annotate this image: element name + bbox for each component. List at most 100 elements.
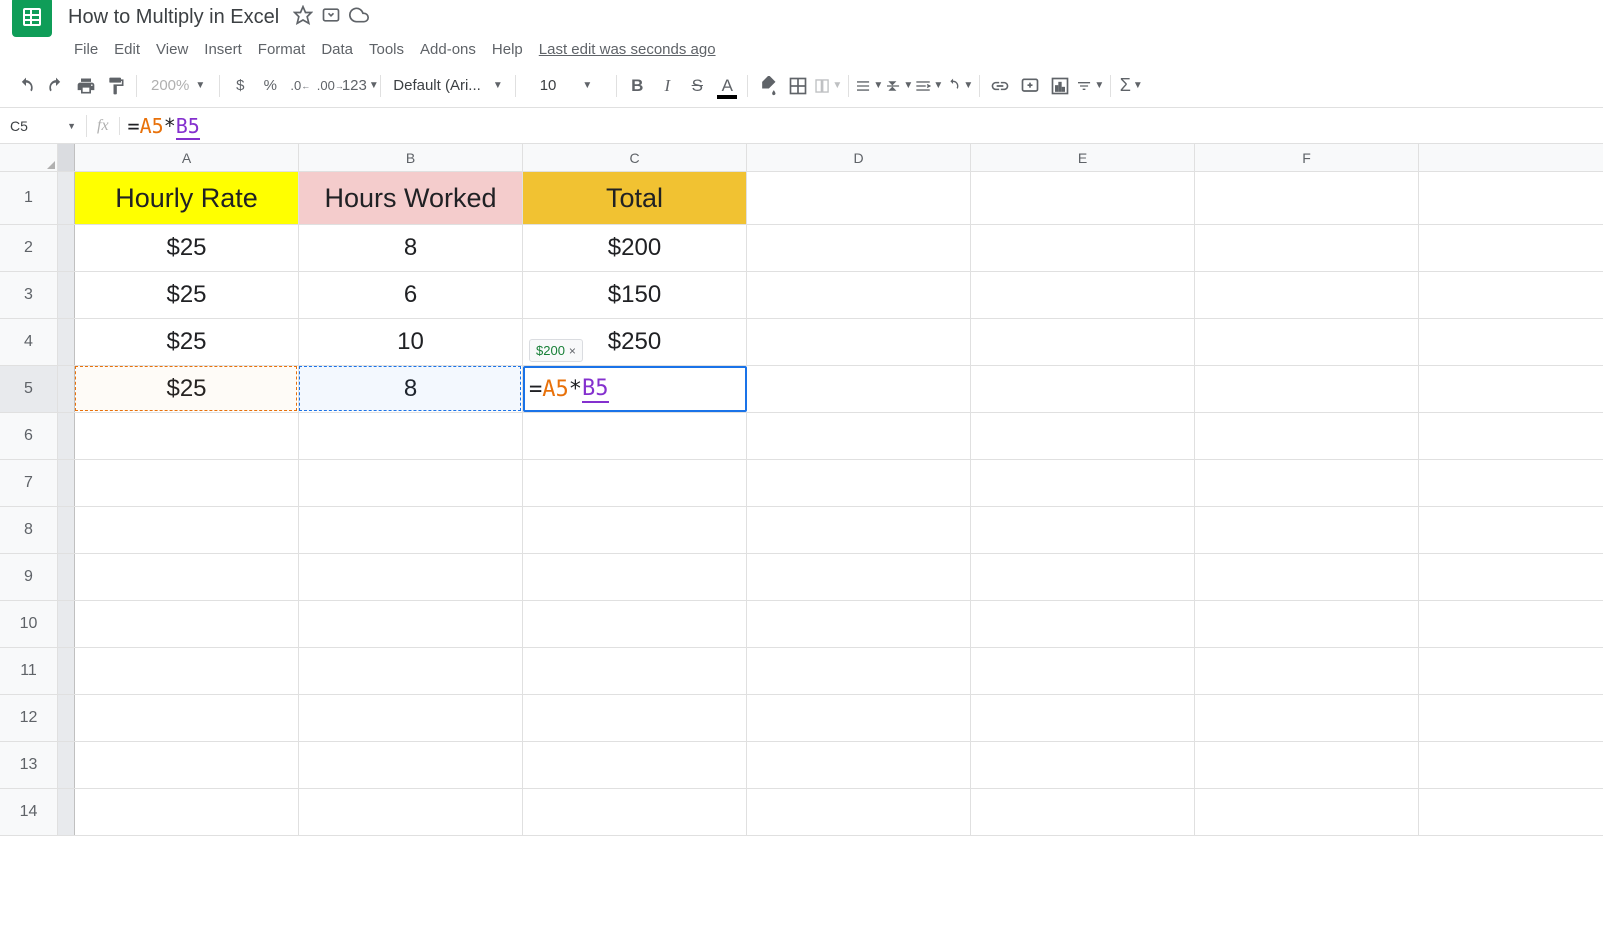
font-select[interactable]: Default (Ari...▼ (387, 77, 508, 94)
cell-C2[interactable]: $200 (523, 225, 747, 271)
menu-format[interactable]: Format (250, 37, 314, 62)
cell-F2[interactable] (1195, 225, 1419, 271)
cell-C3[interactable]: $150 (523, 272, 747, 318)
cell-F14[interactable] (1195, 789, 1419, 835)
close-icon[interactable]: × (569, 344, 576, 358)
col-header-A[interactable]: A (75, 144, 299, 171)
col-header-D[interactable]: D (747, 144, 971, 171)
row-header-3[interactable]: 3 (0, 272, 58, 318)
row-header-13[interactable]: 13 (0, 742, 58, 788)
decrease-decimal-button[interactable]: .0← (286, 72, 314, 100)
cell-B8[interactable] (299, 507, 523, 553)
strikethrough-button[interactable]: S (683, 72, 711, 100)
redo-button[interactable] (42, 72, 70, 100)
borders-button[interactable] (784, 72, 812, 100)
cell-D13[interactable] (747, 742, 971, 788)
cell-E14[interactable] (971, 789, 1195, 835)
cell-F1[interactable] (1195, 172, 1419, 224)
cell-B13[interactable] (299, 742, 523, 788)
last-edit-link[interactable]: Last edit was seconds ago (539, 41, 716, 58)
name-box[interactable]: C5▼ (0, 118, 86, 134)
cell-D14[interactable] (747, 789, 971, 835)
increase-decimal-button[interactable]: .00→ (316, 72, 344, 100)
cell-F10[interactable] (1195, 601, 1419, 647)
font-size-select[interactable]: 10▼ (522, 77, 611, 94)
print-button[interactable] (72, 72, 100, 100)
cell-D7[interactable] (747, 460, 971, 506)
cell-C13[interactable] (523, 742, 747, 788)
row-header-11[interactable]: 11 (0, 648, 58, 694)
cell-A11[interactable] (75, 648, 299, 694)
cell-E8[interactable] (971, 507, 1195, 553)
cell-F11[interactable] (1195, 648, 1419, 694)
cell-E7[interactable] (971, 460, 1195, 506)
cell-B10[interactable] (299, 601, 523, 647)
cell-D3[interactable] (747, 272, 971, 318)
format-number-button[interactable]: 123▼ (346, 72, 374, 100)
cell-D8[interactable] (747, 507, 971, 553)
cell-F13[interactable] (1195, 742, 1419, 788)
percent-button[interactable]: % (256, 72, 284, 100)
cell-D10[interactable] (747, 601, 971, 647)
cell-C9[interactable] (523, 554, 747, 600)
cell-D12[interactable] (747, 695, 971, 741)
wrap-button[interactable]: ▼ (915, 72, 943, 100)
cell-E1[interactable] (971, 172, 1195, 224)
cell-B3[interactable]: 6 (299, 272, 523, 318)
cell-F6[interactable] (1195, 413, 1419, 459)
cell-F5[interactable] (1195, 366, 1419, 412)
cell-D9[interactable] (747, 554, 971, 600)
row-header-8[interactable]: 8 (0, 507, 58, 553)
cell-B14[interactable] (299, 789, 523, 835)
currency-button[interactable]: $ (226, 72, 254, 100)
cell-C8[interactable] (523, 507, 747, 553)
row-header-1[interactable]: 1 (0, 172, 58, 224)
undo-button[interactable] (12, 72, 40, 100)
text-color-button[interactable]: A (713, 72, 741, 100)
chart-button[interactable] (1046, 72, 1074, 100)
cell-D2[interactable] (747, 225, 971, 271)
cell-A13[interactable] (75, 742, 299, 788)
cell-A8[interactable] (75, 507, 299, 553)
cell-A12[interactable] (75, 695, 299, 741)
menu-view[interactable]: View (148, 37, 196, 62)
cell-F12[interactable] (1195, 695, 1419, 741)
cell-E3[interactable] (971, 272, 1195, 318)
menu-addons[interactable]: Add-ons (412, 37, 484, 62)
link-button[interactable] (986, 72, 1014, 100)
row-header-6[interactable]: 6 (0, 413, 58, 459)
row-header-2[interactable]: 2 (0, 225, 58, 271)
formula-input[interactable]: =A5*B5 (128, 114, 200, 138)
cell-E2[interactable] (971, 225, 1195, 271)
paint-format-button[interactable] (102, 72, 130, 100)
halign-button[interactable]: ▼ (855, 72, 883, 100)
merge-button[interactable]: ▼ (814, 72, 842, 100)
cell-A14[interactable] (75, 789, 299, 835)
cell-C6[interactable] (523, 413, 747, 459)
zoom-select[interactable]: 200%▼ (143, 77, 213, 94)
cell-E4[interactable] (971, 319, 1195, 365)
col-header-B[interactable]: B (299, 144, 523, 171)
cell-D4[interactable] (747, 319, 971, 365)
menu-edit[interactable]: Edit (106, 37, 148, 62)
cell-B9[interactable] (299, 554, 523, 600)
cell-C11[interactable] (523, 648, 747, 694)
fill-color-button[interactable] (754, 72, 782, 100)
cell-E13[interactable] (971, 742, 1195, 788)
row-header-12[interactable]: 12 (0, 695, 58, 741)
col-header-F[interactable]: F (1195, 144, 1419, 171)
cell-A10[interactable] (75, 601, 299, 647)
cell-D1[interactable] (747, 172, 971, 224)
cell-E12[interactable] (971, 695, 1195, 741)
filter-button[interactable]: ▼ (1076, 72, 1104, 100)
cell-E6[interactable] (971, 413, 1195, 459)
sheets-logo[interactable] (12, 0, 52, 37)
cell-F9[interactable] (1195, 554, 1419, 600)
cell-A5[interactable]: $25 (75, 366, 299, 412)
cell-B12[interactable] (299, 695, 523, 741)
menu-insert[interactable]: Insert (196, 37, 250, 62)
cell-B1[interactable]: Hours Worked (299, 172, 523, 224)
row-header-9[interactable]: 9 (0, 554, 58, 600)
cell-A4[interactable]: $25 (75, 319, 299, 365)
italic-button[interactable]: I (653, 72, 681, 100)
